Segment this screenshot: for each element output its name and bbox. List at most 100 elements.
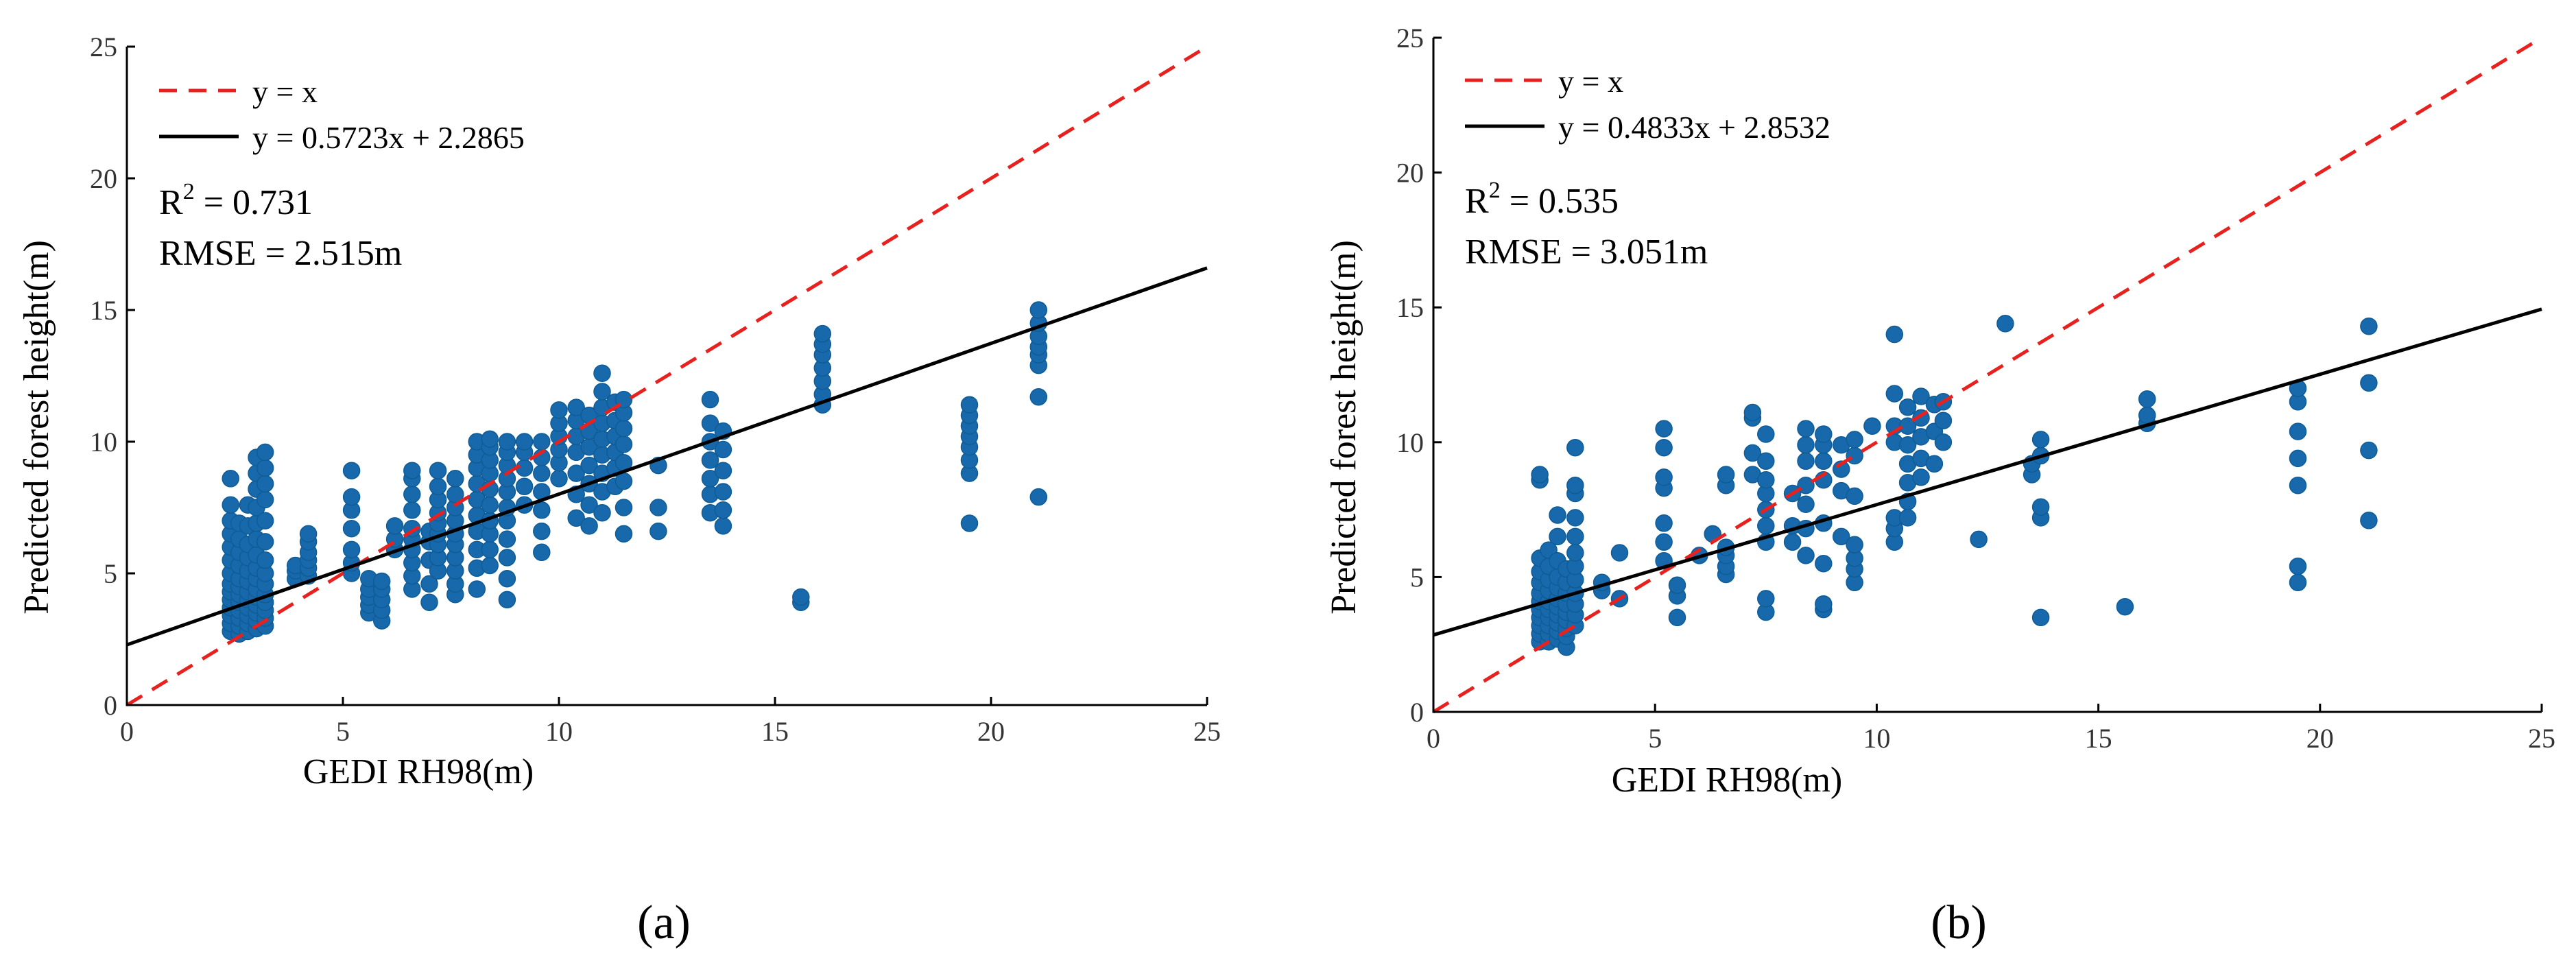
data-point-a-228 bbox=[714, 483, 732, 501]
data-point-a-241 bbox=[960, 514, 979, 532]
x-tick-label-a-20: 20 bbox=[977, 716, 1005, 747]
data-point-b-104 bbox=[1815, 452, 1833, 470]
x-tick-label-a-5: 5 bbox=[336, 716, 350, 747]
data-point-b-96 bbox=[1797, 452, 1815, 470]
legend-label-identity-b: y = x bbox=[1558, 64, 1623, 99]
data-point-a-62 bbox=[256, 512, 274, 529]
identity-line-b bbox=[1432, 36, 2543, 714]
x-tick-label-b-0: 0 bbox=[1427, 723, 1440, 754]
data-point-a-167 bbox=[533, 522, 551, 540]
legend-a: y = x y = 0.5723x + 2.2865 bbox=[159, 74, 525, 155]
y-tick-label-a-15: 15 bbox=[90, 295, 117, 326]
y-tick-label-b-15: 15 bbox=[1396, 292, 1424, 323]
data-point-a-226 bbox=[714, 517, 732, 535]
data-point-b-148 bbox=[2031, 608, 2050, 627]
data-point-b-63 bbox=[1655, 438, 1673, 457]
data-point-b-133 bbox=[1912, 468, 1930, 486]
data-point-a-144 bbox=[481, 496, 499, 514]
x-tick-label-b-5: 5 bbox=[1648, 723, 1662, 754]
data-point-a-63 bbox=[256, 490, 274, 509]
data-point-a-166 bbox=[533, 543, 551, 562]
data-point-b-124 bbox=[1885, 385, 1904, 403]
data-point-a-187 bbox=[580, 496, 598, 514]
data-point-b-145 bbox=[1996, 315, 2014, 333]
data-point-b-50 bbox=[1566, 509, 1584, 527]
data-point-b-59 bbox=[1655, 533, 1673, 551]
data-point-b-95 bbox=[1797, 476, 1815, 494]
data-point-b-126 bbox=[1898, 509, 1917, 527]
y-tick-label-a-10: 10 bbox=[90, 427, 117, 457]
data-point-a-78 bbox=[342, 540, 361, 559]
data-point-b-106 bbox=[1815, 425, 1833, 443]
data-point-a-119 bbox=[429, 462, 447, 479]
data-point-b-49 bbox=[1566, 527, 1584, 546]
data-point-a-250 bbox=[1029, 387, 1048, 406]
data-point-b-153 bbox=[2116, 597, 2134, 616]
data-point-a-189 bbox=[580, 456, 598, 475]
data-point-a-201 bbox=[593, 364, 611, 382]
data-point-a-248 bbox=[960, 396, 979, 414]
legend-b: y = x y = 0.4833x + 2.8532 bbox=[1465, 64, 1830, 145]
data-point-b-97 bbox=[1797, 436, 1815, 454]
data-point-b-64 bbox=[1655, 420, 1673, 438]
data-point-b-32 bbox=[1549, 506, 1566, 524]
data-point-a-256 bbox=[1029, 301, 1048, 319]
chart-panel-a: 0 5 10 15 20 25 0 5 10 15 20 25 GEDI RH98(m) Predic… bbox=[17, 32, 1221, 949]
x-tick-label-a-10: 10 bbox=[545, 716, 573, 747]
x-tick-label-b-20: 20 bbox=[2306, 723, 2334, 754]
data-point-b-116 bbox=[1846, 446, 1863, 465]
y-tick-label-a-5: 5 bbox=[104, 558, 117, 589]
data-point-b-98 bbox=[1797, 420, 1815, 438]
data-point-b-164 bbox=[2360, 512, 2378, 529]
data-point-a-149 bbox=[481, 430, 499, 448]
legend-label-fit-a: y = 0.5723x + 2.2865 bbox=[252, 120, 525, 155]
data-point-a-216 bbox=[649, 522, 667, 540]
data-point-a-102 bbox=[403, 501, 421, 519]
data-point-b-138 bbox=[1925, 455, 1944, 473]
data-point-a-12 bbox=[222, 496, 239, 514]
x-axis-label-b: GEDI RH98(m) bbox=[1612, 761, 1843, 800]
data-point-a-217 bbox=[649, 499, 667, 516]
data-point-a-103 bbox=[403, 486, 421, 503]
data-point-a-186 bbox=[580, 517, 598, 535]
panel-label-b: (b) bbox=[1931, 896, 1987, 949]
data-point-a-65 bbox=[256, 459, 274, 477]
axis-ticks-a: 0 5 10 15 20 25 0 5 10 15 20 25 bbox=[90, 32, 1221, 747]
y-tick-label-b-25: 25 bbox=[1396, 23, 1424, 53]
x-tick-label-b-10: 10 bbox=[1863, 723, 1890, 754]
data-point-a-107 bbox=[420, 575, 438, 593]
data-point-b-81 bbox=[1757, 590, 1775, 608]
legend-label-fit-b: y = 0.4833x + 2.8532 bbox=[1558, 110, 1830, 145]
data-point-a-168 bbox=[533, 501, 551, 519]
data-point-b-52 bbox=[1566, 476, 1584, 494]
data-point-a-224 bbox=[701, 414, 719, 432]
data-point-a-60 bbox=[256, 551, 274, 569]
data-point-a-222 bbox=[701, 451, 719, 469]
data-point-b-155 bbox=[2138, 406, 2156, 425]
data-point-b-86 bbox=[1757, 471, 1775, 489]
data-point-a-151 bbox=[498, 569, 516, 588]
data-point-b-144 bbox=[1970, 530, 1988, 549]
legend-label-identity-a: y = x bbox=[252, 74, 318, 109]
x-tick-label-a-25: 25 bbox=[1193, 716, 1221, 747]
data-point-a-105 bbox=[403, 462, 421, 479]
data-point-a-150 bbox=[498, 591, 516, 609]
y-tick-label-a-0: 0 bbox=[104, 690, 117, 721]
x-axis-label-a: GEDI RH98(m) bbox=[303, 752, 534, 791]
y-axis-label-a: Predicted forest height(m) bbox=[17, 240, 56, 615]
x-tick-label-a-15: 15 bbox=[761, 716, 789, 747]
data-point-b-101 bbox=[1815, 554, 1833, 573]
data-point-a-209 bbox=[615, 499, 633, 516]
data-point-b-150 bbox=[2031, 498, 2050, 516]
data-point-b-117 bbox=[1846, 431, 1863, 449]
data-point-b-115 bbox=[1846, 487, 1863, 505]
data-point-a-172 bbox=[533, 433, 551, 451]
rmse-b: RMSE = 3.051m bbox=[1465, 232, 1708, 272]
data-point-a-140 bbox=[481, 556, 499, 575]
x-tick-label-b-15: 15 bbox=[2085, 723, 2112, 754]
data-point-b-87 bbox=[1757, 452, 1775, 470]
data-point-b-83 bbox=[1757, 516, 1775, 535]
data-point-a-162 bbox=[515, 477, 534, 496]
data-point-b-79 bbox=[1743, 403, 1762, 422]
